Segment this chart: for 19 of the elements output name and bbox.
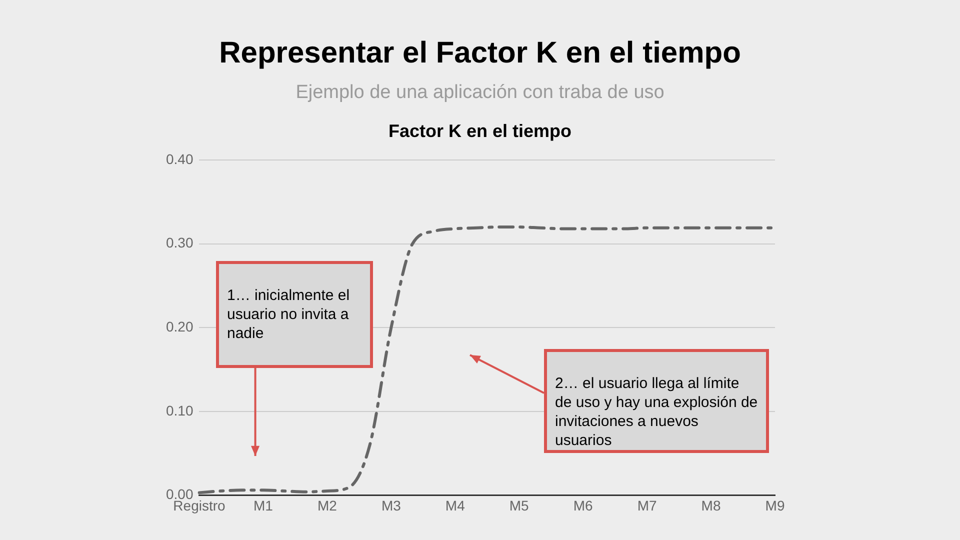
callout-box: 1… inicialmente el usuario no invita a nadie bbox=[216, 261, 373, 368]
y-tick-label: 0.00 bbox=[166, 486, 194, 502]
chart-subtitle: Ejemplo de una aplicación con traba de uso bbox=[296, 82, 664, 104]
x-tick-label: M2 bbox=[317, 497, 338, 514]
x-tick-label: M3 bbox=[381, 497, 402, 514]
callout-box: 2… el usuario llega al límite de uso y hay una explosión de invitaciones a nuevos usuarios bbox=[544, 349, 769, 453]
text: Factor K en el tiempo bbox=[388, 120, 572, 141]
x-tick-label: M4 bbox=[445, 497, 466, 514]
x-tick-label: M5 bbox=[509, 497, 530, 514]
y-tick-label: 0.40 bbox=[166, 150, 194, 167]
x-tick-label: M6 bbox=[573, 497, 594, 514]
y-tick-label: 0.20 bbox=[166, 318, 194, 334]
x-tick-label: M7 bbox=[637, 497, 657, 514]
chart-title: Representar el Factor K en el tiempo bbox=[219, 36, 741, 70]
x-tick-label: M9 bbox=[765, 497, 785, 514]
y-tick-label: 0.30 bbox=[166, 234, 194, 251]
x-tick-label: M8 bbox=[701, 497, 721, 514]
x-tick-label: M1 bbox=[253, 497, 274, 514]
y-tick-label: 0.10 bbox=[166, 402, 194, 418]
